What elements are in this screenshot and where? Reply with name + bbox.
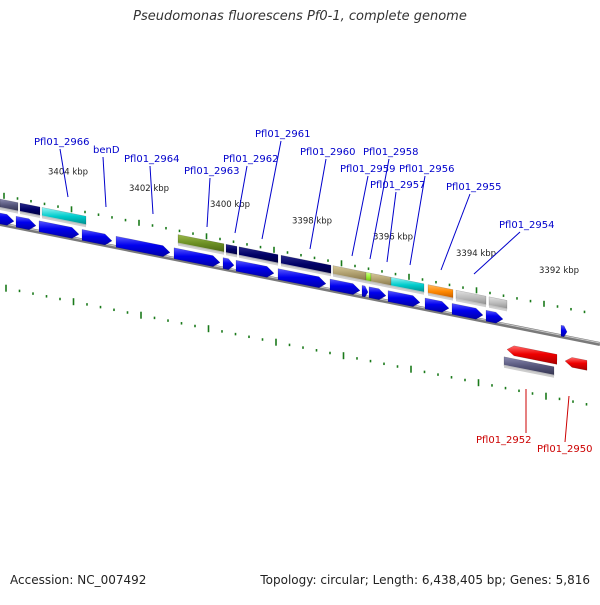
kbp-scale-label: 3394 kbp — [456, 249, 496, 259]
kbp-scale-label: 3404 kbp — [48, 168, 88, 178]
forward-cds-arrow — [560, 324, 568, 338]
forward-cds-arrow — [81, 229, 113, 246]
forward-cds-arrow — [424, 297, 450, 313]
forward-cds-arrow — [38, 220, 80, 239]
forward-cds-arrow — [0, 212, 15, 226]
map-title: Pseudomonas fluorescens Pf0-1, complete … — [133, 9, 467, 24]
gene-label: Pfl01_2956 — [399, 164, 455, 175]
cog-block-underlay — [0, 207, 18, 214]
reverse-cds-arrow — [506, 345, 558, 365]
cog-block-underlay — [428, 292, 453, 301]
cog-block-underlay — [178, 242, 224, 255]
cog-block-underlay — [42, 215, 86, 228]
gene-label: Pfl01_2960 — [300, 147, 356, 158]
gene-label: Pfl01_2950 — [537, 444, 593, 455]
cog-block-underlay — [239, 254, 278, 266]
gene-leader-line — [369, 158, 390, 260]
forward-cds-arrow — [361, 285, 369, 298]
accession-text: Accession: NC_007492 — [10, 573, 147, 587]
gene-leader-line — [564, 395, 570, 443]
reverse-cds-arrow — [564, 357, 588, 371]
kbp-scale-label: 3402 kbp — [129, 184, 169, 194]
gene-label-layer: Pfl01_2966benDPfl01_2964Pfl01_2963Pfl01_… — [34, 129, 593, 455]
gene-label: benD — [93, 145, 120, 156]
kbp-scale-label: 3396 kbp — [373, 233, 413, 243]
gene-leader-line — [351, 175, 369, 257]
cog-block-underlay — [226, 252, 237, 258]
gene-label: Pfl01_2958 — [363, 147, 419, 158]
gene-leader-line — [206, 177, 211, 228]
gene-leader-line — [149, 165, 154, 215]
forward-cds-arrow — [115, 235, 171, 257]
gene-leader-line — [309, 158, 327, 250]
gene-label: Pfl01_2966 — [34, 137, 90, 148]
cog-block-underlay — [333, 273, 366, 284]
kbp-tick-layer: 3404 kbp 3402 kbp 3400 kbp 3398 kbp 3396 kbp… — [3, 168, 588, 406]
forward-cds-arrow — [15, 215, 37, 231]
gene-label: Pfl01_2962 — [223, 154, 279, 165]
forward-cds-arrow — [485, 309, 504, 324]
cog-block-underlay — [281, 263, 331, 277]
cog-block-underlay — [489, 304, 507, 312]
cog-block-underlay — [391, 285, 424, 295]
kbp-scale-label: 3392 kbp — [539, 266, 579, 276]
gene-leader-line — [473, 231, 521, 275]
kbp-scale-label: 3398 kbp — [292, 216, 332, 226]
cog-block-underlay — [366, 280, 371, 285]
gene-label: Pfl01_2964 — [124, 154, 180, 165]
kbp-scale-label: 3400 kbp — [210, 200, 250, 210]
gene-label: Pfl01_2963 — [184, 166, 240, 177]
gene-leader-line — [409, 175, 426, 266]
backbone-line — [0, 222, 600, 346]
forward-cds-arrow — [451, 303, 484, 320]
gene-label: Pfl01_2959 — [340, 164, 396, 175]
gene-leader-line — [102, 156, 107, 208]
forward-cds-arrow — [329, 278, 361, 295]
reverse-feature-gap — [557, 360, 564, 366]
gene-label: Pfl01_2961 — [255, 129, 311, 140]
forward-cds-arrow — [387, 290, 421, 307]
cog-block-underlay — [456, 298, 486, 308]
forward-cds-arrow — [277, 268, 327, 289]
gene-label: Pfl01_2957 — [370, 180, 426, 191]
gene-leader-line — [261, 140, 282, 240]
cog-block-underlay — [504, 364, 554, 378]
gene-leader-line — [440, 193, 471, 271]
forward-cds-arrow — [222, 257, 235, 270]
topology-text: Topology: circular; Length: 6,438,405 bp… — [260, 573, 590, 587]
gene-label: Pfl01_2952 — [476, 435, 532, 446]
forward-cds-arrow — [235, 259, 275, 278]
gene-label: Pfl01_2955 — [446, 182, 502, 193]
gene-leader-line — [234, 165, 248, 234]
forward-cds-arrow — [173, 247, 221, 267]
cog-block-underlay — [20, 211, 40, 218]
cog-block-underlay — [371, 281, 391, 289]
cds-feature-layer — [0, 198, 588, 378]
gene-leader-line — [386, 191, 397, 263]
gene-leader-line — [59, 148, 69, 198]
forward-cds-arrow — [368, 286, 387, 301]
gene-label: Pfl01_2954 — [499, 220, 555, 231]
